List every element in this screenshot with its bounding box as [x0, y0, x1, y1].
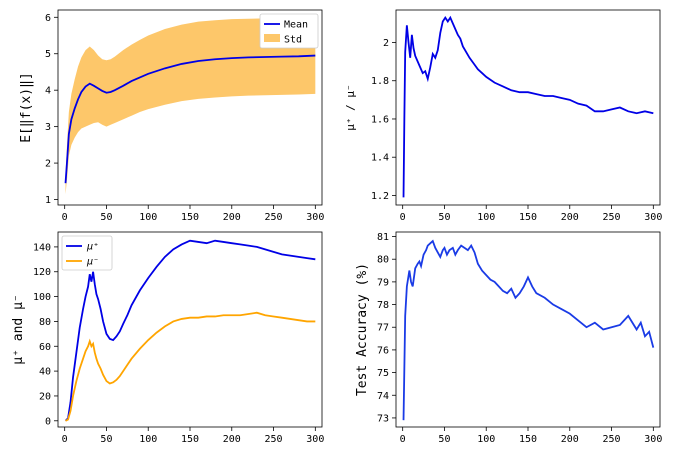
y-axis-label: μ⁺ and μ⁻: [11, 294, 26, 364]
y-tick-label: 5: [45, 49, 51, 60]
x-tick-label: 100: [139, 212, 157, 223]
x-tick-label: 100: [139, 434, 157, 445]
y-tick-label: 4: [45, 86, 51, 97]
x-tick-label: 150: [519, 212, 537, 223]
y-tick-label: 0: [45, 416, 51, 427]
y-tick-label: 73: [377, 413, 389, 424]
y-tick-label: 2: [45, 159, 51, 170]
x-tick-label: 250: [603, 434, 621, 445]
y-tick-label: 40: [39, 367, 51, 378]
legend-label-mu-minus: μ⁻: [86, 257, 99, 268]
panel-mean-std: 0 50 100 150 200 250 300 1 2 3 4 5 6 E[‖f(x)‖] Mean Std: [19, 9, 324, 223]
y-tick-label: 77: [377, 323, 389, 334]
panel-mu-plus-minus: 0 50 100 150 200 250 300 0 20 40 60 80 100 120 140 μ⁺ a…: [11, 231, 324, 445]
y-tick-label: 20: [39, 391, 51, 402]
x-tick-label: 0: [400, 212, 406, 223]
x-tick-label: 300: [306, 434, 324, 445]
x-tick-label: 150: [181, 434, 199, 445]
x-tick-label: 100: [477, 212, 495, 223]
legend-label-mu-plus: μ⁺: [86, 242, 99, 253]
y-tick-label: 1.8: [371, 76, 389, 87]
mu-minus-line: [65, 311, 316, 422]
y-tick-label: 81: [377, 232, 389, 243]
x-tick-label: 0: [62, 212, 68, 223]
legend-label-std: Std: [284, 35, 302, 46]
y-tick-label: 3: [45, 122, 51, 133]
x-tick-label: 50: [100, 212, 112, 223]
mu-plus-line: [64, 239, 316, 422]
y-tick-label: 75: [377, 368, 389, 379]
y-tick-label: 120: [33, 267, 51, 278]
x-tick-label: 200: [561, 212, 579, 223]
y-tick-label: 76: [377, 345, 389, 356]
axes-frame: [57, 9, 323, 206]
y-tick-label: 1.6: [371, 114, 389, 125]
y-tick-label: 80: [377, 255, 389, 266]
x-tick-label: 50: [438, 434, 450, 445]
x-tick-label: 150: [519, 434, 537, 445]
x-tick-label: 200: [223, 434, 241, 445]
y-tick-label: 100: [33, 292, 51, 303]
x-tick-label: 200: [561, 434, 579, 445]
x-tick-label: 0: [400, 434, 406, 445]
panel-mu-ratio: 0 50 100 150 200 250 300 1.2 1.4 1.6 1.8 2 μ⁺ / μ⁻: [344, 9, 662, 223]
y-tick-label: 74: [377, 391, 389, 402]
axes-frame: [57, 231, 323, 428]
y-tick-label: 2: [383, 38, 389, 49]
y-axis-label: μ⁺ / μ⁻: [344, 84, 357, 130]
x-tick-label: 50: [438, 212, 450, 223]
y-tick-label: 140: [33, 242, 51, 253]
x-tick-label: 300: [644, 434, 662, 445]
y-tick-label: 1: [45, 195, 51, 206]
x-tick-label: 250: [603, 212, 621, 223]
x-tick-label: 50: [100, 434, 112, 445]
axes-frame: [395, 231, 661, 428]
y-tick-label: 78: [377, 300, 389, 311]
x-tick-label: 100: [477, 434, 495, 445]
y-tick-label: 79: [377, 277, 389, 288]
x-tick-label: 0: [62, 434, 68, 445]
x-tick-label: 250: [265, 212, 283, 223]
x-tick-label: 250: [265, 434, 283, 445]
accuracy-line: [402, 239, 655, 421]
std-band: [65, 17, 316, 195]
legend-label-mean: Mean: [284, 20, 308, 31]
x-tick-label: 200: [223, 212, 241, 223]
axes-frame: [395, 9, 661, 206]
ratio-line: [402, 15, 654, 198]
panel-test-accuracy: 0 50 100 150 200 250 300 73 74 75 76 77 78 79 80 81 Test…: [355, 231, 662, 445]
y-tick-label: 60: [39, 342, 51, 353]
y-axis-label: E[‖f(x)‖]: [19, 72, 34, 142]
y-tick-label: 80: [39, 317, 51, 328]
y-tick-label: 1.2: [371, 191, 389, 202]
x-tick-label: 300: [644, 212, 662, 223]
x-tick-label: 150: [181, 212, 199, 223]
y-tick-label: 6: [45, 13, 51, 24]
y-axis-label: Test Accuracy (%): [355, 263, 370, 396]
y-tick-label: 1.4: [371, 153, 389, 164]
legend-swatch-std: [264, 34, 280, 42]
mean-line: [64, 54, 316, 184]
x-tick-label: 300: [306, 212, 324, 223]
